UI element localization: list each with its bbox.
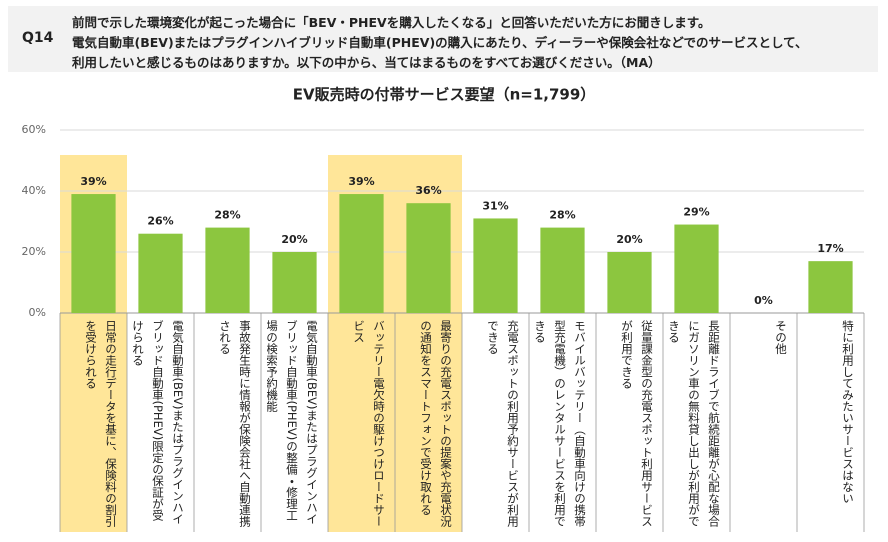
value-label: 20% bbox=[616, 233, 642, 246]
value-label: 31% bbox=[482, 199, 508, 212]
category-label: 電気自動車(BEV)またはプラグインハイブリッド自動車(PHEV)の整備・修理工… bbox=[267, 320, 319, 525]
value-label: 29% bbox=[683, 206, 709, 219]
bar bbox=[138, 233, 183, 313]
bar bbox=[339, 194, 384, 313]
value-label: 39% bbox=[348, 175, 374, 188]
question-box: Q14 前問で示した環境変化が起こった場合に「BEV・PHEVを購入したくなる」… bbox=[8, 6, 878, 72]
bar bbox=[808, 261, 853, 313]
chart-title: EV販売時の付帯サービス要望（n=1,799） bbox=[293, 86, 596, 104]
value-label: 28% bbox=[214, 209, 240, 222]
bar bbox=[71, 194, 116, 313]
category-label: 充電スポットの利用予約サービスが利用できる bbox=[486, 320, 520, 527]
y-tick-label: 20% bbox=[22, 245, 46, 258]
value-label: 28% bbox=[549, 209, 575, 222]
category-label: その他 bbox=[774, 320, 788, 355]
category-label: 日常の走行データを基に、保険料の割引を受けられる bbox=[84, 320, 118, 527]
y-tick-label: 0% bbox=[29, 306, 46, 319]
category-label: バッテリー電欠時の駆けつけロードサービス bbox=[352, 320, 386, 527]
y-tick-label: 40% bbox=[22, 184, 46, 197]
value-label: 39% bbox=[80, 175, 106, 188]
question-id: Q14 bbox=[22, 30, 54, 46]
bar bbox=[674, 224, 719, 313]
category-label: 長距離ドライブで航続距離が心配な場合にガソリン車の無料貸し出しが利用ができる bbox=[669, 320, 721, 527]
value-label: 17% bbox=[817, 242, 843, 255]
question-text: 電気自動車(BEV)またはプラグインハイブリッド自動車(PHEV)の購入にあたり… bbox=[72, 35, 808, 50]
bar bbox=[540, 227, 585, 313]
category-label: 特に利用してみたいサービスはない bbox=[841, 320, 855, 504]
bar bbox=[272, 252, 317, 313]
question-text: 利用したいと感じるものはありますか。以下の中から、当てはまるものをすべてお選びく… bbox=[72, 55, 661, 70]
bar bbox=[205, 227, 250, 313]
category-label: 事故発生時に情報が保険会社へ自動連携される bbox=[218, 320, 252, 527]
value-label: 0% bbox=[754, 294, 773, 307]
value-label: 20% bbox=[281, 233, 307, 246]
category-label: 従量課金型の充電スポット利用サービスが利用できる bbox=[620, 320, 654, 527]
y-tick-label: 60% bbox=[22, 123, 46, 136]
bar bbox=[473, 218, 518, 313]
category-label: モバイルバッテリー（自動車向けの携帯型充電機）のレンタルサービスを利用できる bbox=[535, 320, 587, 527]
category-label: 電気自動車(BEV)またはプラグインハイブリッド自動車(PHEV)限定の保証が受… bbox=[133, 320, 185, 525]
value-label: 36% bbox=[415, 184, 441, 197]
value-label: 26% bbox=[147, 215, 173, 228]
question-text: 前問で示した環境変化が起こった場合に「BEV・PHEVを購入したくなる」と回答い… bbox=[72, 15, 711, 30]
bar bbox=[607, 252, 652, 313]
category-label: 最寄りの充電スポットの提案や充電状況の通知をスマートフォンで受け取れる bbox=[419, 320, 453, 527]
bar bbox=[406, 203, 451, 313]
